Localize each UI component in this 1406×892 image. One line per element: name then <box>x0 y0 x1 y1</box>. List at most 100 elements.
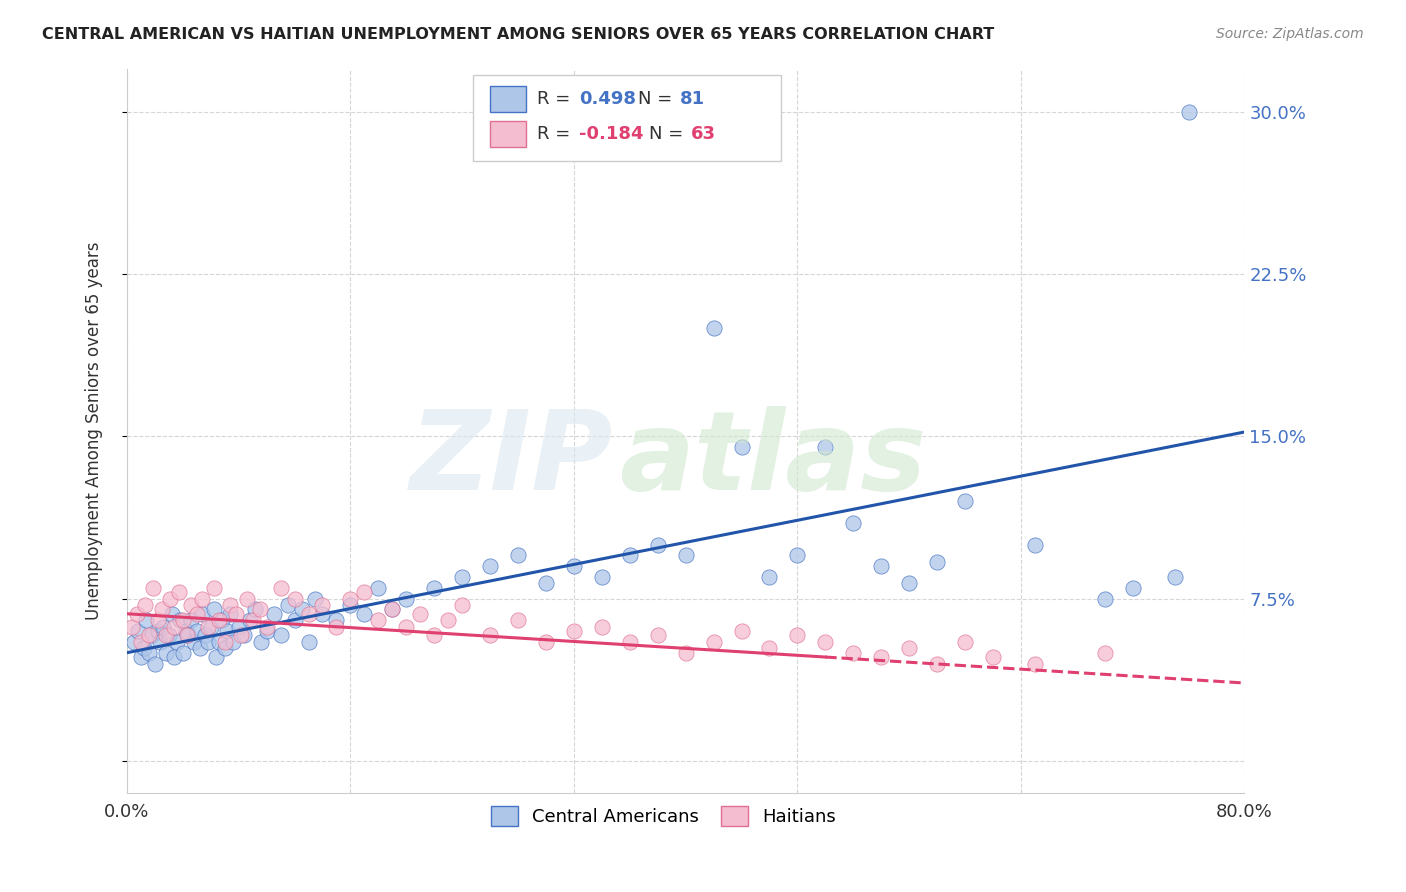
Point <box>730 440 752 454</box>
Point <box>1163 570 1185 584</box>
Point <box>842 646 865 660</box>
Point <box>381 602 404 616</box>
Point <box>703 635 725 649</box>
Point <box>245 602 267 616</box>
Point <box>1094 646 1116 660</box>
Point <box>222 635 245 649</box>
Point <box>231 628 253 642</box>
Point <box>159 591 181 606</box>
FancyBboxPatch shape <box>491 86 526 112</box>
Point <box>409 607 432 621</box>
Point <box>225 607 247 621</box>
Point <box>141 628 163 642</box>
Point <box>479 628 502 642</box>
FancyBboxPatch shape <box>474 75 780 161</box>
Point <box>311 607 333 621</box>
Point <box>703 321 725 335</box>
Point <box>339 598 361 612</box>
Point <box>163 650 186 665</box>
Point <box>437 613 460 627</box>
Text: R =: R = <box>537 125 576 143</box>
Point <box>129 650 152 665</box>
Point <box>214 635 236 649</box>
Point <box>157 628 180 642</box>
Text: R =: R = <box>537 90 576 108</box>
Point <box>146 624 169 638</box>
Point <box>353 607 375 621</box>
Point <box>142 581 165 595</box>
Point <box>277 598 299 612</box>
Point <box>125 607 148 621</box>
Point <box>143 657 166 671</box>
Point <box>186 624 208 638</box>
Point <box>981 650 1004 665</box>
Point <box>166 635 188 649</box>
Point <box>506 613 529 627</box>
Point <box>953 494 976 508</box>
Point <box>263 607 285 621</box>
Point <box>214 641 236 656</box>
Point <box>786 628 808 642</box>
Point <box>619 549 641 563</box>
Point <box>250 635 273 649</box>
Point <box>163 620 186 634</box>
Point <box>506 549 529 563</box>
Point <box>283 613 305 627</box>
Point <box>135 613 157 627</box>
Point <box>534 576 557 591</box>
Point <box>1094 591 1116 606</box>
Text: 81: 81 <box>681 90 706 108</box>
Y-axis label: Unemployment Among Seniors over 65 years: Unemployment Among Seniors over 65 years <box>86 242 103 620</box>
Point <box>211 613 233 627</box>
Text: Source: ZipAtlas.com: Source: ZipAtlas.com <box>1216 27 1364 41</box>
Point <box>183 635 205 649</box>
Point <box>381 602 404 616</box>
Point <box>239 613 262 627</box>
Point <box>925 555 948 569</box>
Point <box>842 516 865 530</box>
Point <box>297 635 319 649</box>
Point <box>270 628 292 642</box>
Point <box>219 607 242 621</box>
Point <box>647 628 669 642</box>
Point <box>898 576 921 591</box>
Point <box>270 581 292 595</box>
Point <box>479 559 502 574</box>
Point <box>122 635 145 649</box>
Text: N =: N = <box>637 90 678 108</box>
Text: atlas: atlas <box>619 407 927 514</box>
Point <box>647 537 669 551</box>
Point <box>395 620 418 634</box>
Point <box>236 591 259 606</box>
Point <box>1024 537 1046 551</box>
Point <box>197 620 219 634</box>
Point <box>870 559 893 574</box>
Point <box>395 591 418 606</box>
Point <box>591 620 613 634</box>
Point <box>208 613 231 627</box>
Point <box>176 628 198 642</box>
Point <box>149 635 172 649</box>
Point <box>367 581 389 595</box>
Point <box>1024 657 1046 671</box>
FancyBboxPatch shape <box>491 120 526 147</box>
Text: -0.184: -0.184 <box>579 125 644 143</box>
Point <box>155 628 177 642</box>
Point <box>304 591 326 606</box>
Point <box>675 646 697 660</box>
Point <box>242 613 264 627</box>
Point <box>1122 581 1144 595</box>
Point <box>134 598 156 612</box>
Point <box>353 585 375 599</box>
Point <box>953 635 976 649</box>
Point <box>121 620 143 634</box>
Point <box>172 613 194 627</box>
Point <box>155 646 177 660</box>
Point <box>160 607 183 621</box>
Point <box>256 620 278 634</box>
Point <box>870 650 893 665</box>
Point <box>217 624 239 638</box>
Point <box>174 624 197 638</box>
Text: CENTRAL AMERICAN VS HAITIAN UNEMPLOYMENT AMONG SENIORS OVER 65 YEARS CORRELATION: CENTRAL AMERICAN VS HAITIAN UNEMPLOYMENT… <box>42 27 994 42</box>
Point <box>758 570 780 584</box>
